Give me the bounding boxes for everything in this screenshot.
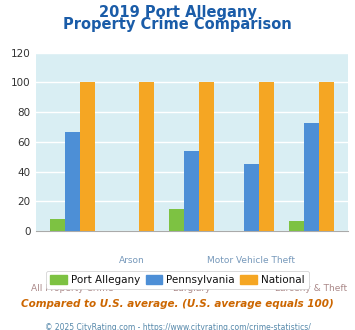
Bar [304,122,319,231]
Bar [169,209,184,231]
Bar [50,219,65,231]
Bar [289,220,304,231]
Bar [80,82,94,231]
Bar [184,151,199,231]
Text: All Property Crime: All Property Crime [31,284,113,293]
Text: Motor Vehicle Theft: Motor Vehicle Theft [207,256,295,265]
Bar [140,82,154,231]
Bar [259,82,274,231]
Text: © 2025 CityRating.com - https://www.cityrating.com/crime-statistics/: © 2025 CityRating.com - https://www.city… [45,323,310,330]
Bar [199,82,214,231]
Legend: Port Allegany, Pennsylvania, National: Port Allegany, Pennsylvania, National [46,271,309,289]
Text: Arson: Arson [119,256,145,265]
Text: Burglary: Burglary [173,284,211,293]
Text: Property Crime Comparison: Property Crime Comparison [63,16,292,31]
Text: Larceny & Theft: Larceny & Theft [275,284,347,293]
Bar [244,164,259,231]
Text: 2019 Port Allegany: 2019 Port Allegany [99,5,256,20]
Text: Compared to U.S. average. (U.S. average equals 100): Compared to U.S. average. (U.S. average … [21,299,334,309]
Bar [65,131,80,231]
Bar [319,82,334,231]
